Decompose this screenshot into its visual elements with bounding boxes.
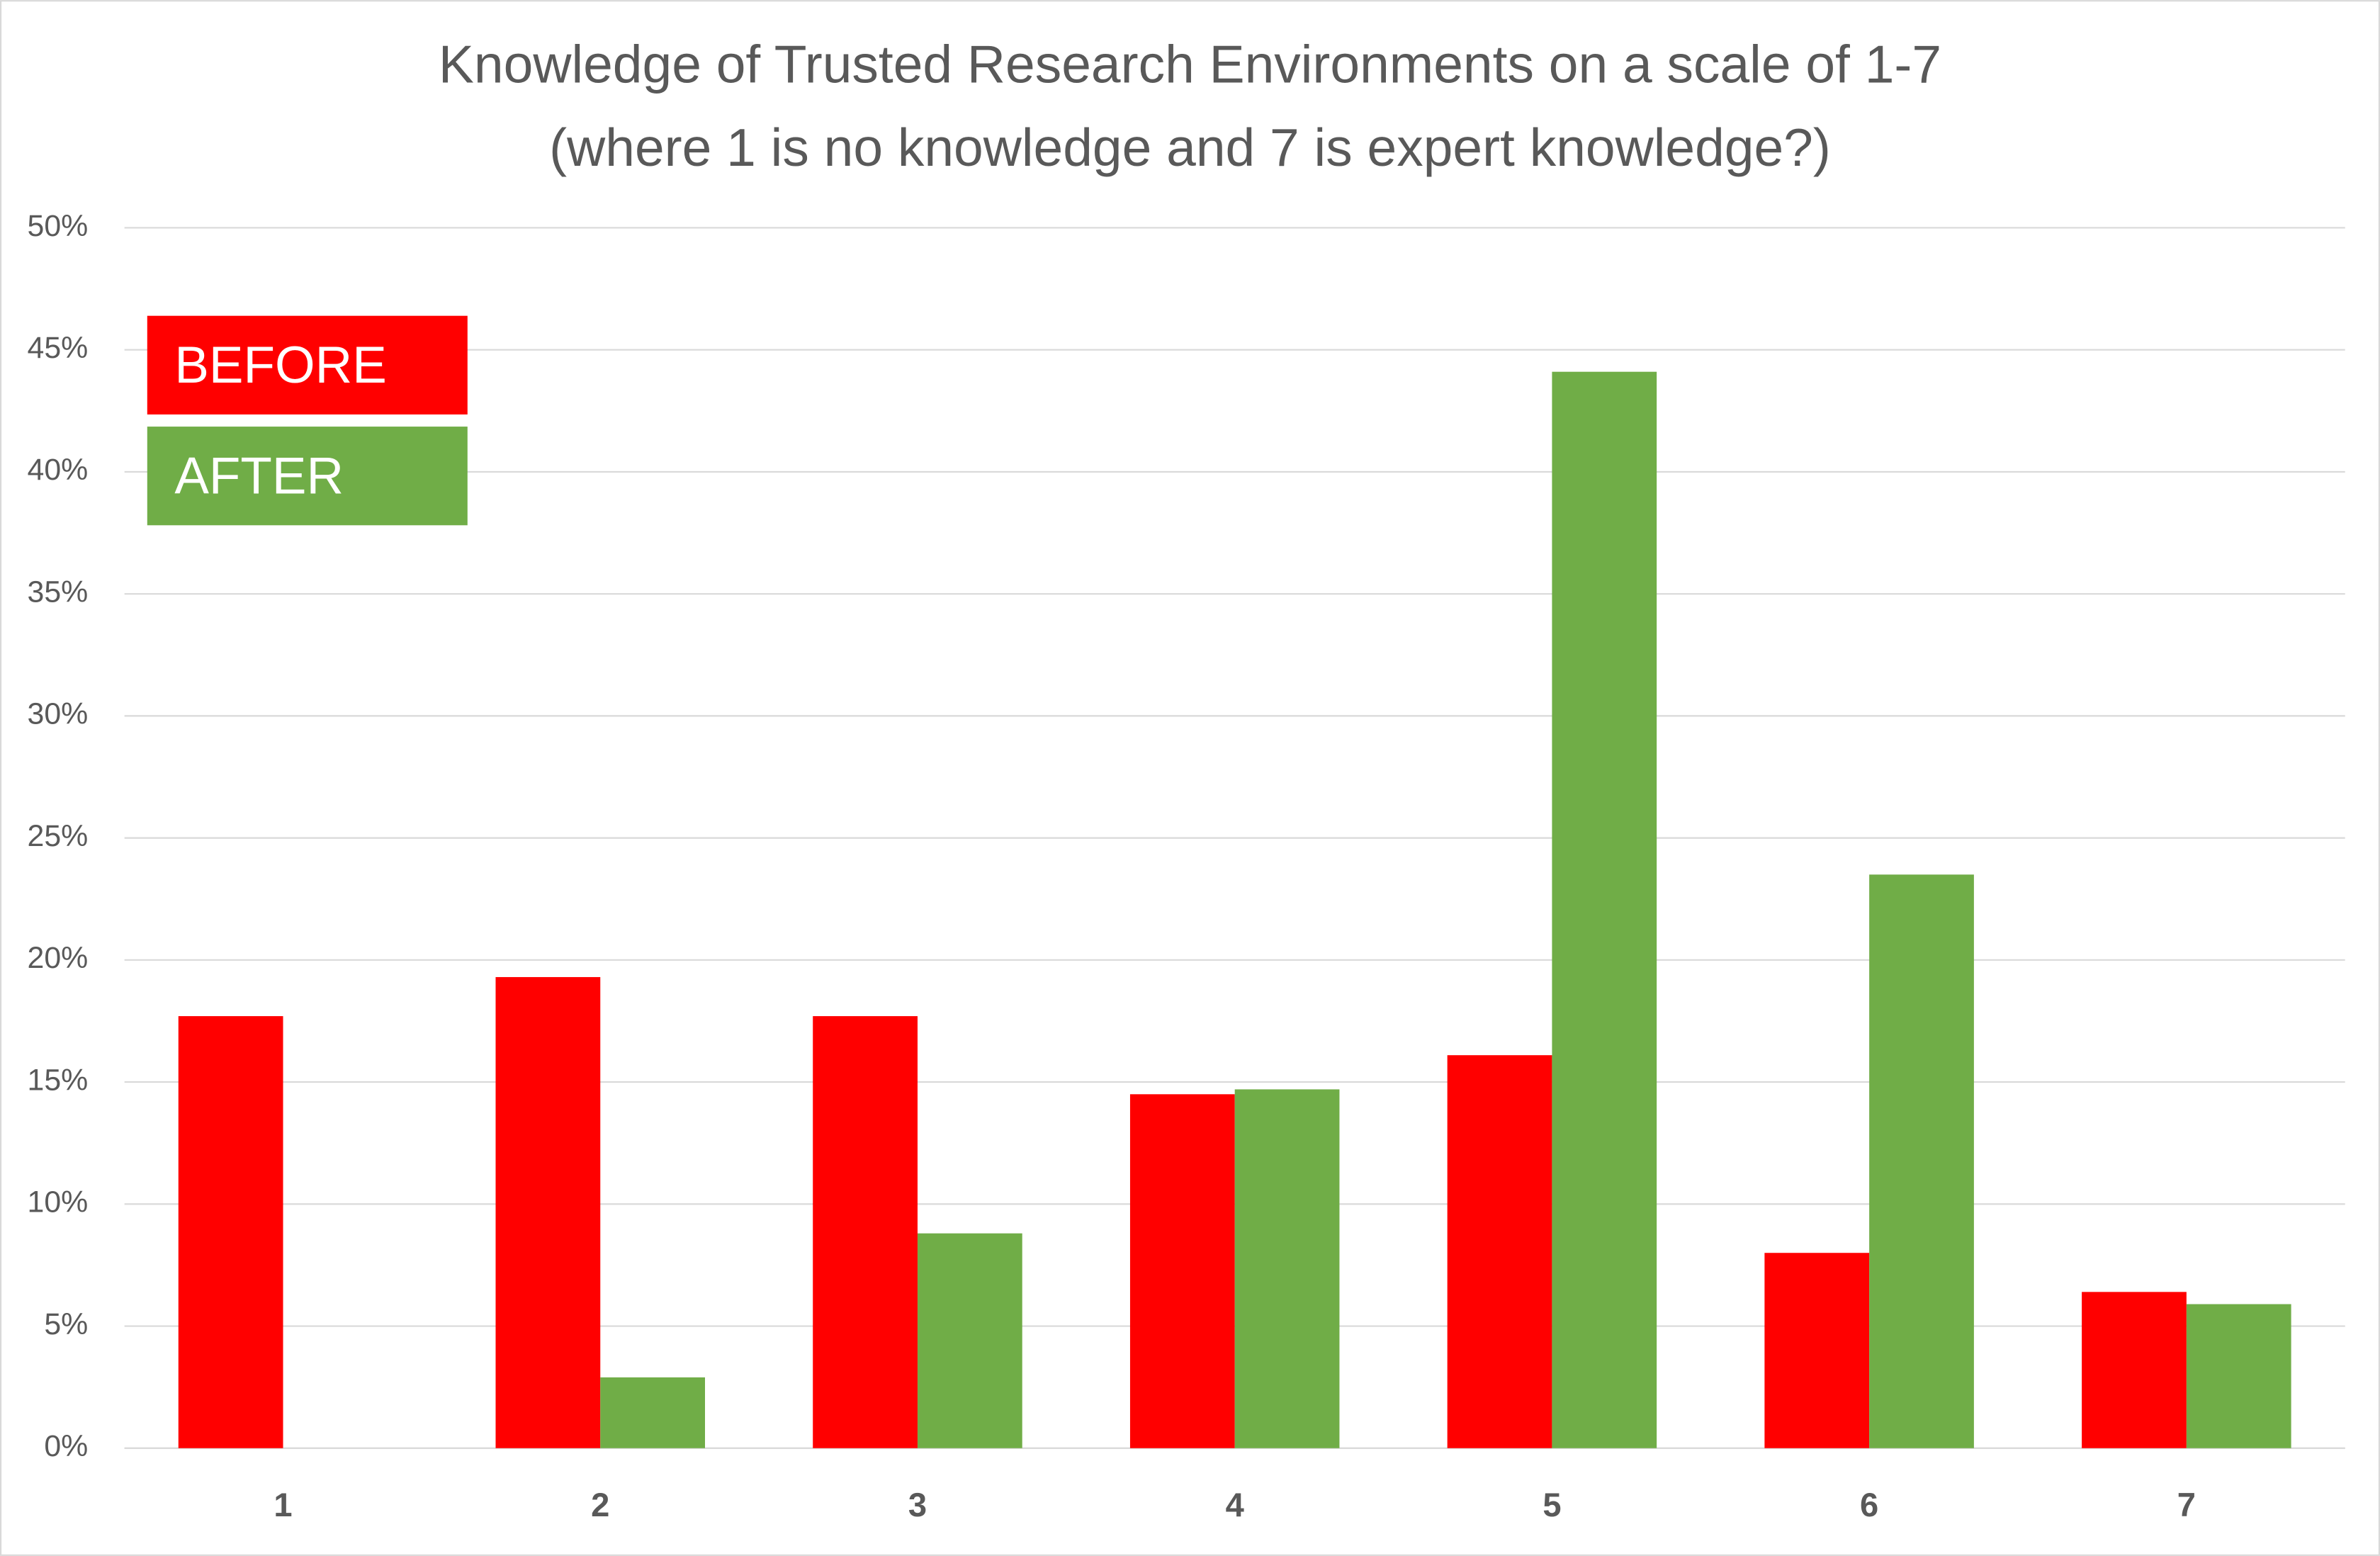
x-tick-label: 4 [1226,1486,1244,1523]
chart-subtitle: (where 1 is no knowledge and 7 is expert… [549,118,1831,177]
bar [2186,1304,2291,1448]
bar [2082,1292,2187,1448]
x-tick-label: 6 [1860,1486,1878,1523]
y-tick-label: 0% [44,1429,88,1463]
legend-label: AFTER [174,447,344,504]
bar [917,1233,1022,1448]
y-tick-label: 50% [28,209,89,243]
y-tick-label: 45% [28,331,89,365]
legend-label: BEFORE [174,337,386,394]
bar [495,976,601,1448]
bar [1447,1055,1552,1448]
x-tick-label: 3 [908,1486,927,1523]
chart-title: Knowledge of Trusted Research Environmen… [439,34,1941,94]
bar [1869,874,1974,1448]
y-tick-label: 35% [28,575,89,609]
y-tick-label: 40% [28,453,89,487]
y-tick-label: 10% [28,1185,89,1219]
legend-swatch [147,315,468,415]
legend-swatch [147,427,468,526]
y-tick-label: 5% [44,1307,88,1341]
y-tick-label: 30% [28,697,89,731]
bar [813,1016,918,1448]
bar [178,1016,283,1448]
bar [1552,371,1657,1448]
y-tick-label: 15% [28,1063,89,1097]
bar [1764,1253,1870,1448]
x-tick-label: 7 [2177,1486,2196,1523]
x-tick-label: 1 [273,1486,292,1523]
y-tick-label: 25% [28,819,89,853]
bar [1234,1089,1340,1448]
x-tick-label: 5 [1543,1486,1561,1523]
y-tick-label: 20% [28,941,89,975]
x-tick-label: 2 [591,1486,609,1523]
bar [1129,1094,1235,1448]
bar [600,1377,705,1448]
